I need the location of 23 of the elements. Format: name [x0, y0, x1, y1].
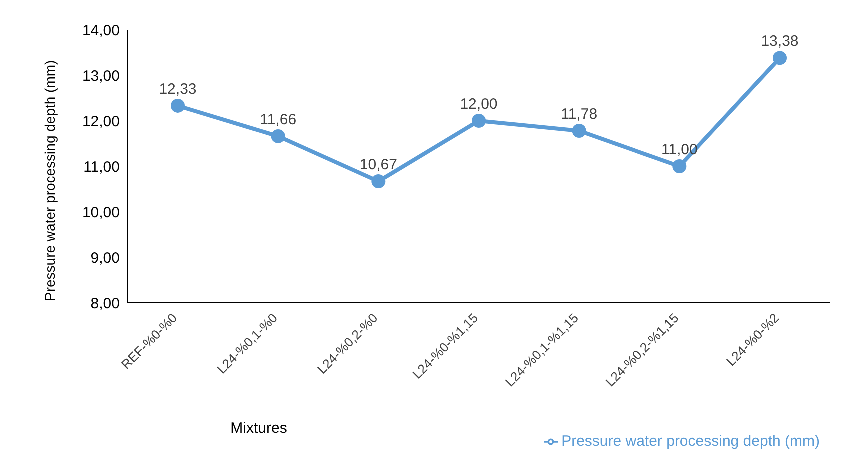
point	[372, 174, 386, 189]
y-tick-label: 13,00	[82, 68, 120, 85]
y-tick-label: 14,00	[82, 22, 120, 40]
point	[672, 160, 687, 174]
point	[773, 51, 787, 66]
data-label: 12,33	[159, 80, 197, 98]
point	[171, 98, 185, 113]
data-label: 12,00	[460, 96, 498, 113]
data-label: 11,66	[260, 111, 297, 128]
y-tick-label: 11,00	[84, 158, 120, 176]
y-tick-label: 10,00	[82, 204, 120, 222]
legend-label: Pressure water processing depth (mm)	[562, 433, 820, 450]
y-tick-label: 12,00	[82, 113, 120, 130]
point	[271, 129, 286, 144]
data-label: 10,67	[360, 156, 398, 174]
y-tick-label: 9,00	[90, 250, 120, 267]
data-label: 11,78	[561, 106, 598, 124]
data-label: 13,38	[761, 33, 799, 50]
y-axis-title: Pressure water processing depth (mm)	[42, 60, 58, 302]
point	[572, 124, 586, 138]
point	[472, 114, 486, 128]
y-tick-label: 8,00	[90, 295, 120, 312]
x-axis-title: Mixtures	[230, 420, 288, 437]
